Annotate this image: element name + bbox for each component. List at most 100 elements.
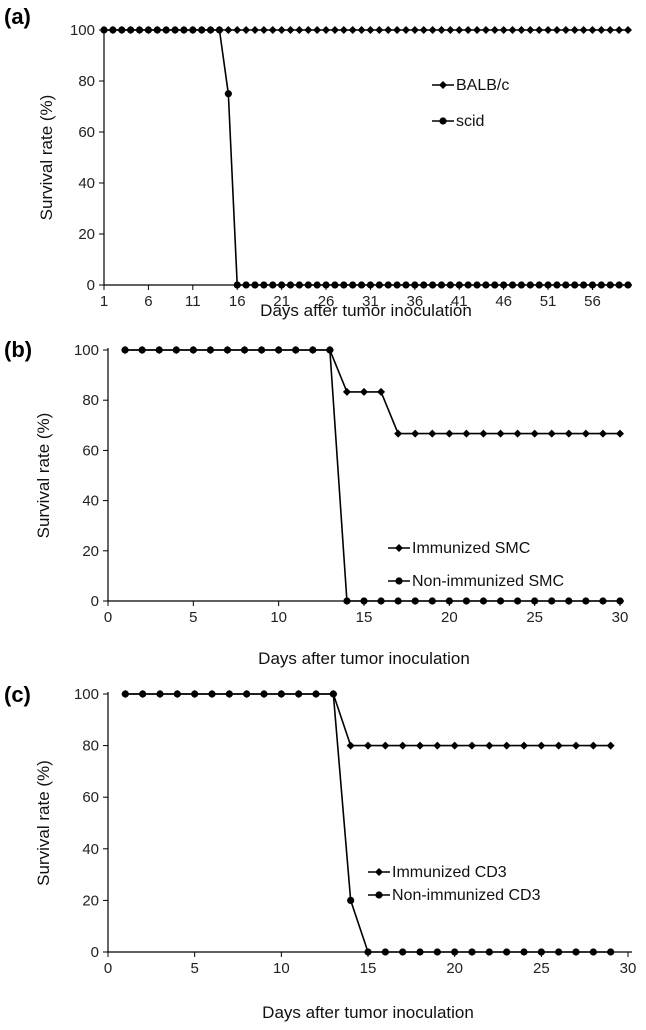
data-point [402,281,410,289]
data-point [156,690,164,698]
data-point [502,741,511,750]
data-point [275,346,283,354]
data-point [464,26,473,34]
data-point [286,26,295,34]
x-axis-title: Days after tumor inoculation [262,1003,474,1022]
data-point [398,741,407,750]
data-point [520,741,528,750]
legend-marker [375,891,383,899]
data-point [251,281,259,289]
x-tick-label: 5 [189,609,197,626]
data-point [375,281,383,289]
data-point [429,281,437,289]
data-point [233,281,241,289]
data-point [360,387,368,396]
data-point [555,948,563,956]
x-tick-label: 15 [356,609,373,626]
data-point [514,597,522,605]
data-point [331,281,339,289]
data-point [240,346,249,354]
data-point [127,26,135,34]
data-point [366,281,375,289]
data-point [473,26,482,34]
data-point [208,690,216,698]
data-point [530,429,539,438]
data-point [286,281,295,289]
x-tick-label: 0 [104,609,112,626]
data-point [198,26,206,34]
data-point [259,26,268,34]
x-tick-label: 30 [620,960,637,977]
data-point [278,281,286,289]
data-point [346,741,355,750]
data-point [153,26,161,34]
data-point [579,281,588,289]
data-point [517,281,526,289]
legend-label: Immunized CD3 [392,864,507,881]
data-point [173,690,181,698]
x-tick-label: 20 [441,609,458,626]
data-point [322,281,330,289]
data-point [155,346,163,354]
data-point [597,26,606,34]
data-point [340,281,348,289]
y-tick-label: 60 [82,442,99,459]
x-tick-label: 36 [407,293,424,310]
data-point [242,281,250,289]
data-point [375,26,384,34]
data-point [508,281,517,289]
data-point [339,26,348,34]
series-line [125,693,611,953]
y-tick-label: 20 [82,892,99,909]
x-tick-label: 16 [229,293,246,310]
data-point [615,281,623,289]
data-point [589,741,598,750]
data-point [394,429,403,438]
x-tick-label: 41 [451,293,468,310]
x-tick-label: 30 [612,609,629,626]
data-point [206,26,215,34]
data-point [445,429,454,438]
data-point [433,948,441,956]
data-point [172,346,180,354]
data-point [420,281,428,289]
y-tick-label: 0 [91,944,99,961]
data-point [526,26,535,34]
data-point [394,597,402,605]
data-point [189,26,197,34]
legend-marker [439,81,447,89]
data-point [548,597,556,605]
data-point [565,597,573,605]
y-tick-label: 100 [74,342,99,359]
series-1 [121,690,615,750]
y-tick-label: 100 [70,22,95,39]
data-point [223,346,232,354]
data-point [554,741,563,750]
data-point [462,429,471,438]
data-point [135,26,144,34]
data-point [343,597,351,605]
y-tick-label: 20 [82,543,99,560]
y-axis-title: Survival rate (%) [34,413,53,539]
data-point [100,26,108,34]
data-point [349,281,357,289]
series-2 [121,690,615,956]
data-point [347,896,355,904]
data-point [561,26,570,34]
x-axis-title: Days after tumor inoculation [260,301,472,320]
x-tick-label: 20 [446,960,463,977]
data-point [464,281,472,289]
data-point [503,948,511,956]
data-point [384,281,392,289]
legend-label: BALB/c [456,77,509,94]
data-point [455,281,463,289]
data-point [360,597,368,605]
x-tick-label: 5 [190,960,198,977]
data-point [562,281,570,289]
x-tick-label: 56 [584,293,601,310]
chart-panel-c: (c) 0 20 40 60 80 100 0 5 10 15 20 25 30 Days after tu… [4,682,637,1022]
data-point [520,948,528,956]
data-point [535,281,543,289]
data-point [491,281,499,289]
data-point [579,26,588,34]
